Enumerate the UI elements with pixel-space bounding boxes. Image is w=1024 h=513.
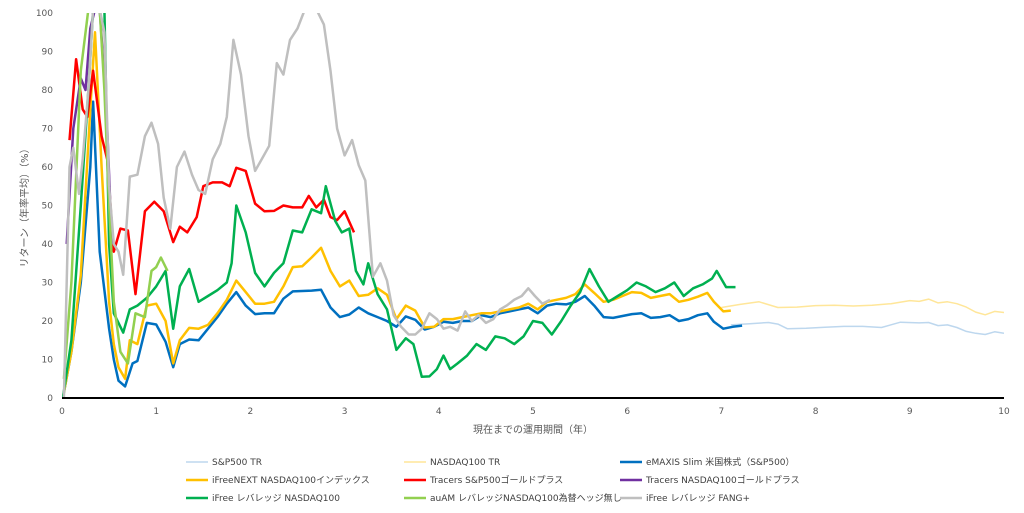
legend-label: S&P500 TR (212, 458, 262, 468)
y-tick-label: 80 (42, 86, 54, 96)
legend-label: iFree レバレッジ FANG+ (646, 493, 750, 504)
legend-label: iFree レバレッジ NASDAQ100 (212, 493, 340, 504)
legend-item: Tracers NASDAQ100ゴールドプラス (620, 474, 800, 486)
y-tick-label: 0 (47, 394, 53, 404)
y-tick-labels: 0 10 20 30 40 50 60 70 80 90 100 (36, 9, 53, 404)
series-line-3 (62, 100, 743, 398)
x-tick-label: 6 (624, 407, 630, 417)
legend-label: iFreeNEXT NASDAQ100インデックス (212, 474, 370, 486)
y-axis-title: リターン（年率平均）（%） (18, 143, 31, 267)
series-lines (62, 13, 1004, 398)
y-tick-label: 40 (42, 240, 54, 250)
series-line-4 (62, 31, 731, 398)
series-line-1 (730, 321, 1004, 336)
x-tick-label: 10 (998, 407, 1010, 417)
x-tick-labels: 0 1 2 3 4 5 6 7 8 9 10 (59, 407, 1010, 417)
legend-item: eMAXIS Slim 米国株式（S&P500） (620, 456, 795, 468)
x-tick-label: 1 (153, 407, 159, 417)
series-line-9 (62, 13, 551, 398)
x-tick-label: 0 (59, 407, 65, 417)
x-tick-label: 3 (342, 407, 348, 417)
x-tick-label: 4 (436, 407, 442, 417)
series-line-7 (62, 13, 736, 398)
y-tick-label: 50 (42, 202, 54, 212)
x-axis-title: 現在までの運用期間（年） (473, 423, 593, 436)
legend-label: eMAXIS Slim 米国株式（S&P500） (646, 456, 795, 468)
legend-label: Tracers NASDAQ100ゴールドプラス (645, 474, 800, 486)
legend: S&P500 TR NASDAQ100 TR eMAXIS Slim 米国株式（S&… (186, 456, 800, 504)
x-tick-label: 8 (813, 407, 819, 417)
x-tick-label: 7 (719, 407, 725, 417)
legend-item: iFree レバレッジ FANG+ (620, 493, 750, 504)
legend-item: Tracers S&P500ゴールドプラス (404, 474, 563, 486)
legend-label: auAM レバレッジNASDAQ100為替ヘッジ無し (430, 492, 622, 504)
y-tick-label: 70 (42, 125, 54, 135)
legend-item: iFree レバレッジ NASDAQ100 (186, 493, 340, 504)
legend-label: Tracers S&P500ゴールドプラス (429, 474, 563, 486)
x-tick-label: 9 (907, 407, 913, 417)
legend-item: NASDAQ100 TR (404, 458, 500, 468)
y-tick-label: 20 (42, 317, 54, 327)
y-tick-label: 90 (42, 48, 54, 58)
x-tick-label: 2 (248, 407, 254, 417)
legend-label: NASDAQ100 TR (430, 458, 500, 468)
y-tick-label: 10 (42, 356, 54, 366)
series-line-2 (721, 298, 1004, 316)
legend-item: iFreeNEXT NASDAQ100インデックス (186, 474, 370, 486)
legend-item: auAM レバレッジNASDAQ100為替ヘッジ無し (404, 492, 622, 504)
x-tick-label: 5 (530, 407, 536, 417)
y-tick-label: 30 (42, 279, 54, 289)
y-tick-label: 60 (42, 163, 54, 173)
legend-item: S&P500 TR (186, 458, 262, 468)
series-line-8 (62, 13, 169, 379)
y-tick-label: 100 (36, 9, 53, 19)
